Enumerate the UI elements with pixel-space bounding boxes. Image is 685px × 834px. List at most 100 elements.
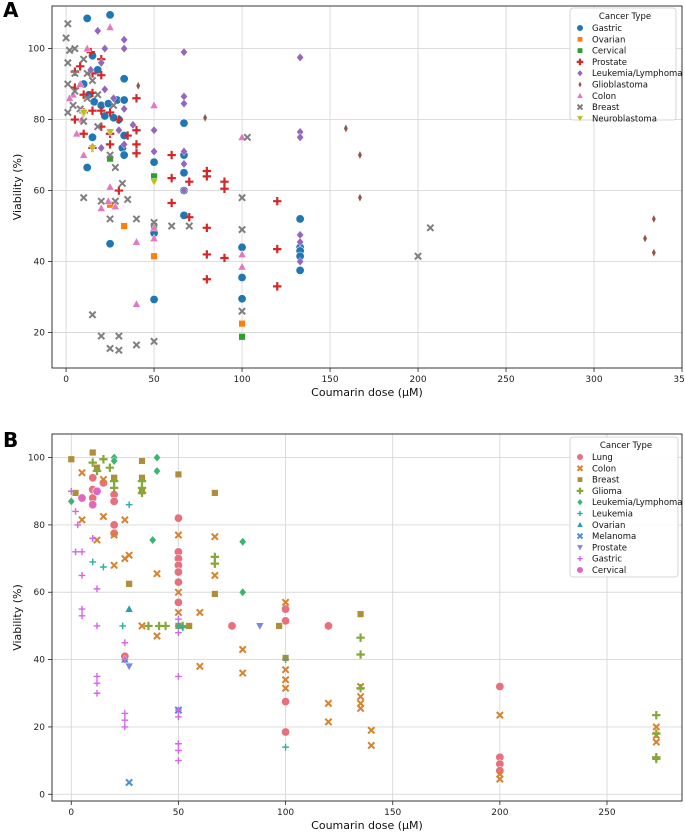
point-leukemia-lymphoma [120,139,128,149]
point-colon [105,182,115,191]
point-lung [109,520,119,530]
point-glioblastoma [651,248,657,258]
point-leukemia-lymphoma [150,125,158,135]
point-colon [210,571,219,580]
point-glioblastoma [357,193,363,203]
legend-marker-colon [576,465,584,472]
point-glioblastoma [642,233,648,243]
point-leukemia-lymphoma [296,257,304,267]
point-colon [237,262,247,271]
x-tick-label-200: 200 [409,375,426,385]
x-tick-label-50: 50 [173,808,185,818]
point-colon [78,516,86,524]
x-tick-label-300: 300 [585,375,602,385]
legend-label-neuroblastoma: Neuroblastoma [592,114,657,124]
plot-frame-a [51,5,683,369]
point-leukemia [125,501,133,509]
point-prostate [185,177,194,186]
point-prostate [220,177,229,186]
point-glioblastoma [343,123,349,133]
point-breast [106,344,114,353]
point-colon [652,723,661,731]
point-colon [132,237,141,246]
point-breast [414,252,422,261]
point-colon [153,632,161,640]
legend-marker-breast [577,476,583,483]
x-tick-label-200: 200 [491,808,508,818]
point-gastric [175,747,182,754]
point-colon [652,738,661,746]
legend-marker-glioblastoma [578,80,582,89]
point-breast [71,44,79,53]
point-gastric [121,656,129,663]
chart-panel-a: 0 50 100 150 200 250 300 350 20 40 60 80 100 Coumarin… [11,5,685,399]
point-gastric [119,150,129,160]
point-ovarian [120,222,128,230]
point-colon [174,531,183,539]
point-ovarian [150,252,158,260]
point-lung [173,567,183,577]
point-breast [132,341,141,349]
point-gastric [78,612,86,620]
point-gastric [175,629,182,637]
point-colon [99,512,108,521]
point-leukemia-lymphoma [153,466,161,476]
point-breast [150,337,158,346]
point-breast [426,223,435,232]
point-breast [109,101,118,110]
point-cervical [77,493,87,503]
series-prostate [124,622,265,671]
point-breast [97,332,106,340]
point-glioma [652,729,661,738]
point-gastric [105,10,115,20]
point-leukemia-lymphoma [115,125,123,135]
point-colon [72,129,81,138]
y-tick-label-40: 40 [34,656,46,666]
point-glioma [161,621,170,631]
point-gastric [78,548,86,556]
point-leukemia [282,743,289,751]
point-glioblastoma [357,150,363,160]
point-colon [238,645,247,654]
point-colon [149,223,159,232]
point-colon [110,531,119,539]
point-prostate [167,150,176,160]
point-breast [97,197,106,206]
legend-marker-breast [576,103,584,111]
point-breast [238,193,246,202]
point-gastric [105,239,115,249]
legend-marker-leukemia-lymphoma [576,69,584,77]
point-prostate [167,198,176,208]
point-colon [237,132,247,141]
point-colon [281,598,290,607]
series-glioblastoma [135,81,657,258]
point-colon [356,692,365,701]
point-prostate [70,115,80,124]
y-axis-title-a: Viability (%) [11,154,24,221]
legend-title-b: Cancer Type [600,441,652,451]
point-lung [227,621,237,631]
point-colon [79,150,89,159]
point-leukemia-lymphoma [67,496,76,506]
legend-label-gastric: Gastric [592,24,622,34]
point-leukemia-lymphoma [180,159,188,169]
point-glioma [652,754,661,764]
x-tick-label-0: 0 [68,808,74,818]
legend-label-glioma: Glioma [592,487,622,497]
point-gastric [175,673,182,680]
legend-marker-cervical [577,47,583,54]
point-colon [125,551,134,560]
point-gastric [72,548,79,556]
point-lung [495,682,505,692]
point-gastric [119,95,129,105]
point-breast [106,151,114,159]
point-colon [110,561,119,570]
point-gastric [72,508,79,515]
point-gastric [93,673,101,680]
point-gastric [149,295,159,305]
point-prostate [123,131,132,140]
x-tick-label-150: 150 [384,808,401,818]
point-colon [195,608,204,617]
point-lung [281,697,291,707]
point-breast [71,69,79,78]
